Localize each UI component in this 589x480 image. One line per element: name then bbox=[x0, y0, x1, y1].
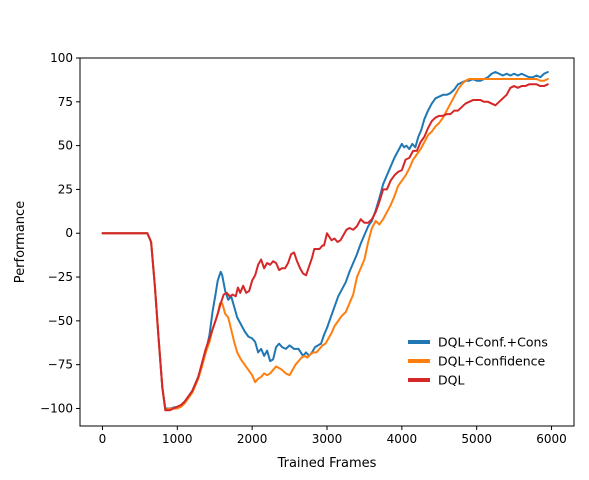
y-tick-label: −75 bbox=[48, 358, 73, 372]
legend-label-3: DQL bbox=[438, 373, 464, 388]
series-line-1 bbox=[101, 71, 549, 410]
legend: DQL+Conf.+Cons DQL+Confidence DQL bbox=[408, 335, 548, 388]
x-tick-label: 5000 bbox=[461, 432, 492, 446]
y-tick-label: 50 bbox=[58, 139, 73, 153]
y-tick-label: 0 bbox=[65, 226, 73, 240]
y-tick-label: 25 bbox=[58, 182, 73, 196]
legend-label-2: DQL+Confidence bbox=[438, 354, 545, 369]
x-tick-label: 3000 bbox=[312, 432, 343, 446]
series-line-3 bbox=[101, 83, 549, 412]
legend-label-1: DQL+Conf.+Cons bbox=[438, 335, 548, 350]
y-tick-label: 100 bbox=[50, 51, 73, 65]
y-tick-label: 75 bbox=[58, 95, 73, 109]
x-tick-label: 0 bbox=[99, 432, 107, 446]
y-tick-label: −100 bbox=[40, 401, 73, 415]
x-tick-label: 1000 bbox=[162, 432, 193, 446]
series-layer bbox=[101, 71, 549, 412]
y-tick-label: −50 bbox=[48, 314, 73, 328]
ticks-layer: 0 1000 2000 3000 4000 5000 6000 −100 −75 −50 −25 0 2… bbox=[40, 51, 567, 446]
x-tick-label: 4000 bbox=[387, 432, 418, 446]
x-tick-label: 6000 bbox=[536, 432, 567, 446]
y-axis-label: Performance bbox=[13, 201, 28, 283]
y-tick-label: −25 bbox=[48, 270, 73, 284]
x-axis-label: Trained Frames bbox=[277, 456, 377, 471]
x-tick-label: 2000 bbox=[237, 432, 268, 446]
